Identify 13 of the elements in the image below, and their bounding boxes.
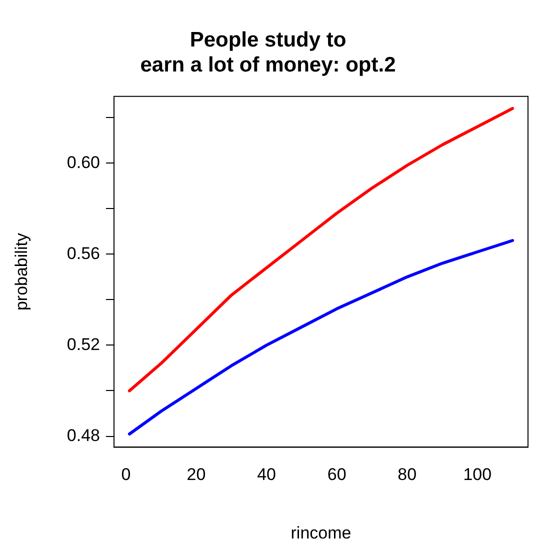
chart-title: People study to earn a lot of money: opt.2	[140, 28, 396, 77]
y-tick-label: 0.60	[66, 152, 100, 172]
x-tick-label: 20	[186, 465, 206, 484]
y-tick-label: 0.52	[66, 334, 100, 354]
y-axis-title: probability	[12, 232, 31, 311]
x-axis-title: rincome	[290, 523, 352, 542]
x-tick-label: 60	[327, 465, 346, 484]
x-tick-label: 40	[257, 465, 276, 484]
x-tick-label: 80	[398, 465, 417, 484]
x-tick-label: 100	[463, 465, 492, 484]
y-tick-label: 0.48	[66, 426, 100, 445]
x-tick-label: 0	[121, 465, 131, 484]
y-tick-label: 0.56	[66, 244, 100, 263]
